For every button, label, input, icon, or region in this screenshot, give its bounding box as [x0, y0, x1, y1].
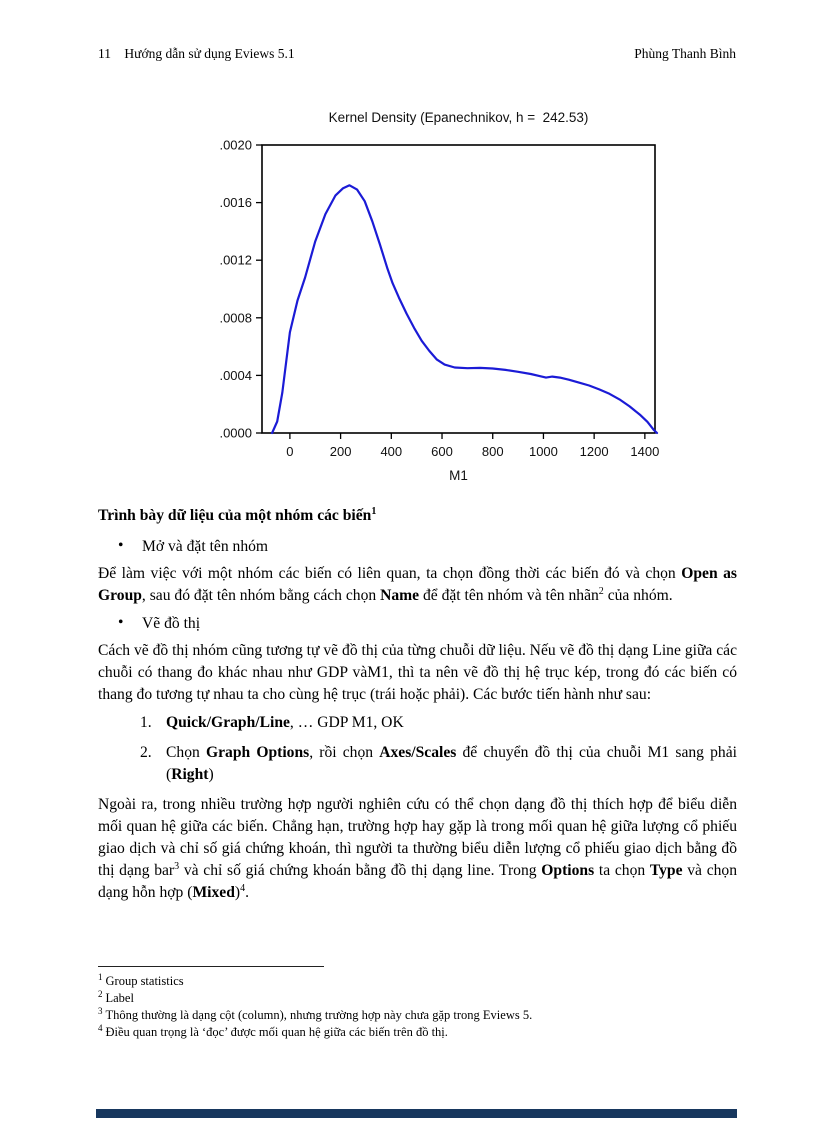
y-tick-label: .0016	[219, 195, 252, 210]
numbered-steps: 1. Quick/Graph/Line, … GDP M1, OK 2. Chọ…	[98, 712, 737, 786]
bullet-item-open-group: • Mở và đặt tên nhóm	[98, 536, 737, 558]
page-number: 11	[98, 46, 111, 61]
page-header: 11 Hướng dẫn sử dụng Eviews 5.1 Phùng Th…	[98, 46, 736, 62]
list-item-number: 1.	[140, 714, 152, 731]
kernel-density-chart: Kernel Density (Epanechnikov, h = 242.53…	[170, 106, 690, 491]
footnote-text: Label	[105, 991, 134, 1005]
x-tick-label: 1200	[580, 444, 609, 459]
header-left: 11 Hướng dẫn sử dụng Eviews 5.1	[98, 46, 295, 62]
axis-frame	[261, 144, 656, 434]
paragraph-mixed-graph: Ngoài ra, trong nhiều trường hợp người n…	[98, 796, 738, 901]
footnote-text: Group statistics	[105, 974, 184, 988]
footnote-ref: 4	[98, 1022, 103, 1033]
footnote: 1 Group statistics	[98, 971, 737, 990]
bullet-icon: •	[118, 614, 124, 631]
list-item-text: Chọn Graph Options, rồi chọn Axes/Scales…	[166, 744, 737, 783]
footer-divider-bar	[96, 1109, 737, 1118]
footnote: 4 Điều quan trọng là ‘đọc’ được mối quan …	[98, 1022, 737, 1041]
y-tick-label: .0020	[219, 138, 252, 153]
section-heading: Trình bày dữ liệu của một nhóm các biến1	[98, 505, 377, 524]
paragraph-open-as-group: Để làm việc với một nhóm các biến có liê…	[98, 565, 737, 604]
x-axis-label: M1	[449, 468, 468, 483]
bullet-icon: •	[118, 537, 124, 554]
chart-title: Kernel Density (Epanechnikov, h = 242.53…	[328, 110, 589, 125]
y-tick-label: .0000	[219, 426, 252, 441]
x-tick-label: 1000	[529, 444, 558, 459]
footnote-text: Thông thường là dạng cột (column), nhưng…	[105, 1008, 533, 1022]
bullet-label: Vẽ đồ thị	[142, 615, 201, 632]
footnote-ref: 2	[98, 988, 103, 999]
y-tick-label: .0004	[219, 368, 252, 383]
x-tick-label: 1400	[630, 444, 659, 459]
x-tick-label: 400	[380, 444, 402, 459]
footnote-text: Điều quan trọng là ‘đọc’ được mối quan h…	[105, 1025, 448, 1039]
footnote: 2 Label	[98, 988, 737, 1007]
x-tick-label: 600	[431, 444, 453, 459]
footnote-separator	[98, 966, 324, 967]
header-author: Phùng Thanh Bình	[634, 46, 736, 61]
y-tick-label: .0012	[219, 253, 252, 268]
y-tick-label: .0008	[219, 310, 252, 325]
list-item: 2. Chọn Graph Options, rồi chọn Axes/Sca…	[98, 742, 737, 786]
list-item: 1. Quick/Graph/Line, … GDP M1, OK	[98, 712, 737, 734]
footnote-ref: 1	[98, 971, 103, 982]
x-tick-label: 200	[330, 444, 352, 459]
footnote-ref: 3	[98, 1005, 103, 1016]
kernel-density-curve	[270, 184, 659, 435]
list-item-number: 2.	[140, 744, 152, 761]
bullet-label: Mở và đặt tên nhóm	[142, 538, 269, 555]
footnotes: 1 Group statistics 2 Label 3 Thông thường l…	[98, 966, 737, 1041]
body-text: Trình bày dữ liệu của một nhóm các biến1…	[98, 505, 737, 910]
document-title: Hướng dẫn sử dụng Eviews 5.1	[124, 46, 295, 61]
chart-plot-area: .0000 .0004 .0008 .0012 .0016 .0020 0 200 400 600…	[219, 138, 659, 484]
x-tick-label: 800	[482, 444, 504, 459]
list-item-text: Quick/Graph/Line, … GDP M1, OK	[166, 714, 404, 731]
x-tick-label: 0	[286, 444, 293, 459]
footnote: 3 Thông thường là dạng cột (column), nhưn…	[98, 1005, 737, 1024]
bullet-item-draw-graph: • Vẽ đồ thị	[98, 613, 737, 635]
paragraph-graph-howto: Cách vẽ đồ thị nhóm cũng tương tự vẽ đồ …	[98, 642, 737, 703]
